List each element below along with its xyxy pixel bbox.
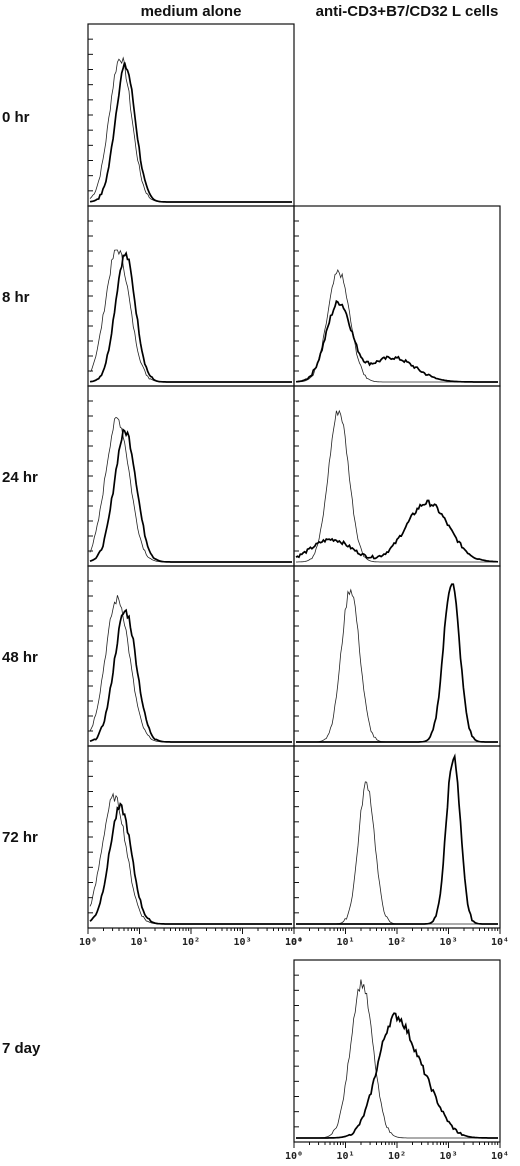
histogram-curve-thick: [89, 428, 292, 563]
x-tick-label: 10⁴: [491, 937, 509, 948]
panel-7-day-anti-cd3-b7-cd32-l-cells: [293, 959, 501, 1143]
panel-frame: [87, 23, 295, 207]
histogram-curve-thick: [89, 62, 292, 203]
x-axis: 10⁰ 10¹ 10² 10³ 10⁴: [79, 928, 303, 948]
x-axis: 10⁰ 10¹ 10² 10³ 10⁴: [285, 928, 509, 948]
panel-72-hr-anti-cd3-b7-cd32-l-cells: [293, 745, 501, 929]
x-tick-label: 10²: [388, 937, 406, 948]
panel-frame: [87, 565, 295, 747]
panel-8-hr-anti-cd3-b7-cd32-l-cells: [293, 205, 501, 387]
panel-48-hr-medium-alone: [87, 565, 295, 747]
panel-8-hr-medium-alone: [87, 205, 295, 387]
x-tick-label: 10⁰: [285, 1151, 303, 1162]
x-tick-label: 10¹: [336, 1151, 354, 1162]
x-tick-label: 10³: [439, 937, 457, 948]
x-tick-label: 10⁰: [79, 937, 97, 948]
panel-24-hr-medium-alone: [87, 385, 295, 567]
row-label-8-hr: 8 hr: [2, 289, 30, 306]
column-header-stimulated: anti-CD3+B7/CD32 L cells: [316, 3, 499, 20]
x-tick-label: 10²: [182, 937, 200, 948]
histogram-curve-thick: [296, 1012, 498, 1139]
histogram-curve-thin: [89, 792, 292, 925]
histogram-curve-thick: [89, 250, 292, 383]
panel-72-hr-medium-alone: [87, 745, 295, 929]
x-tick-label: 10⁴: [491, 1151, 509, 1162]
x-tick-label: 10³: [439, 1151, 457, 1162]
row-label-7-day: 7 day: [2, 1040, 41, 1057]
row-label-48-hr: 48 hr: [2, 649, 38, 666]
histogram-curve-thick: [296, 753, 498, 925]
histogram-panels: [87, 23, 501, 1143]
x-tick-label: 10¹: [336, 937, 354, 948]
histogram-curve-thick: [295, 299, 498, 383]
x-tick-label: 10⁰: [285, 937, 303, 948]
panel-24-hr-anti-cd3-b7-cd32-l-cells: [293, 385, 501, 567]
row-label-72-hr: 72 hr: [2, 829, 38, 846]
histogram-curve-thin: [296, 979, 498, 1139]
histogram-curve-thin: [89, 416, 292, 563]
panel-frame: [87, 385, 295, 567]
x-tick-label: 10²: [388, 1151, 406, 1162]
panel-48-hr-anti-cd3-b7-cd32-l-cells: [293, 565, 501, 747]
panel-frame: [293, 959, 501, 1143]
row-labels: 0 hr 8 hr 24 hr 48 hr 72 hr 7 day: [2, 109, 41, 1057]
x-axis: 10⁰ 10¹ 10² 10³ 10⁴: [285, 1142, 509, 1162]
row-label-24-hr: 24 hr: [2, 469, 38, 486]
x-tick-label: 10¹: [130, 937, 148, 948]
row-label-0-hr: 0 hr: [2, 109, 30, 126]
column-header-medium-alone: medium alone: [141, 3, 242, 20]
histogram-curve-thin: [296, 269, 498, 383]
histogram-curve-thick: [295, 499, 499, 563]
panel-0-hr-medium-alone: [87, 23, 295, 207]
panel-frame: [293, 745, 501, 929]
histogram-curve-thick: [89, 608, 292, 743]
x-tick-label: 10⁴: [285, 937, 303, 948]
histogram-curve-thin: [89, 595, 292, 743]
panel-frame: [87, 205, 295, 387]
panel-frame: [293, 205, 501, 387]
histogram-curve-thick: [296, 583, 498, 743]
histogram-curve-thick: [89, 802, 292, 925]
histogram-curve-thin: [296, 409, 498, 563]
panel-frame: [293, 565, 501, 747]
x-tick-label: 10³: [233, 937, 251, 948]
panel-frame: [87, 745, 295, 929]
